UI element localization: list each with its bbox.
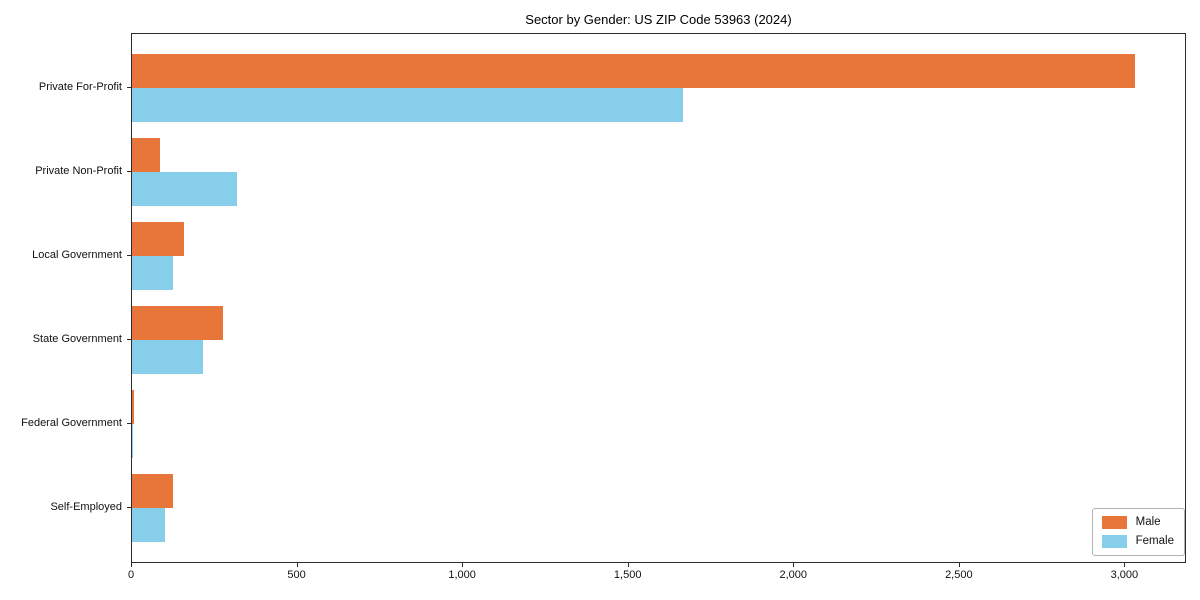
x-tick-mark — [958, 563, 960, 567]
legend-label-male: Male — [1135, 516, 1161, 528]
bar-female-local-government — [132, 256, 173, 291]
y-tick-mark — [127, 422, 131, 424]
legend-item-male: Male — [1101, 516, 1174, 529]
y-tick-mark — [127, 338, 131, 340]
x-tick-mark — [1124, 563, 1126, 567]
bar-male-private-for-profit — [132, 54, 1135, 89]
y-tick-label-federal-government: Federal Government — [21, 416, 122, 429]
y-tick-label-private-for-profit: Private For-Profit — [38, 81, 122, 94]
plot-area — [131, 33, 1186, 563]
x-tick-mark — [627, 563, 629, 567]
x-axis: 0 500 1,000 1,500 2,000 2,500 3,000 — [127, 563, 1186, 593]
legend-label-female: Female — [1135, 535, 1174, 547]
x-tick-label-0: 0 — [127, 569, 135, 581]
x-tick-label-500: 500 — [287, 569, 306, 581]
legend-swatch-female-icon — [1101, 535, 1127, 548]
x-tick-label-2500: 2,500 — [945, 569, 973, 581]
y-tick-label-local-government: Local Government — [32, 249, 122, 262]
x-tick-mark — [793, 563, 795, 567]
bar-female-federal-government — [132, 423, 134, 458]
bar-female-private-for-profit — [132, 88, 684, 123]
chart-title: Sector by Gender: US ZIP Code 53963 (202… — [525, 12, 792, 27]
y-tick-mark — [127, 255, 131, 257]
x-tick-mark — [462, 563, 464, 567]
y-tick-label-state-government: State Government — [32, 332, 122, 345]
bar-male-state-government — [132, 305, 224, 340]
y-tick-mark — [127, 171, 131, 173]
y-tick-mark — [127, 506, 131, 508]
bar-male-local-government — [132, 222, 184, 257]
bar-male-private-non-profit — [132, 138, 161, 173]
x-tick-label-1000: 1,000 — [448, 569, 476, 581]
bar-male-self-employed — [132, 473, 173, 508]
y-axis: Private For-Profit Private Non-Profit Loca… — [0, 33, 131, 563]
bar-male-federal-government — [132, 389, 134, 424]
x-tick-label-2000: 2,000 — [779, 569, 808, 581]
bar-female-state-government — [132, 339, 203, 374]
x-tick-mark — [296, 563, 298, 567]
y-tick-mark — [127, 87, 131, 89]
legend-swatch-male-icon — [1101, 516, 1127, 529]
x-tick-label-3000: 3,000 — [1110, 569, 1139, 581]
legend-item-female: Female — [1101, 535, 1174, 548]
x-tick-mark — [131, 563, 132, 567]
bar-female-self-employed — [132, 507, 166, 542]
y-tick-label-self-employed: Self-Employed — [50, 500, 122, 513]
x-tick-label-1500: 1,500 — [613, 569, 642, 581]
y-tick-label-private-non-profit: Private Non-Profit — [35, 165, 122, 178]
legend: Male Female — [1091, 508, 1185, 556]
bar-female-private-non-profit — [132, 172, 238, 207]
